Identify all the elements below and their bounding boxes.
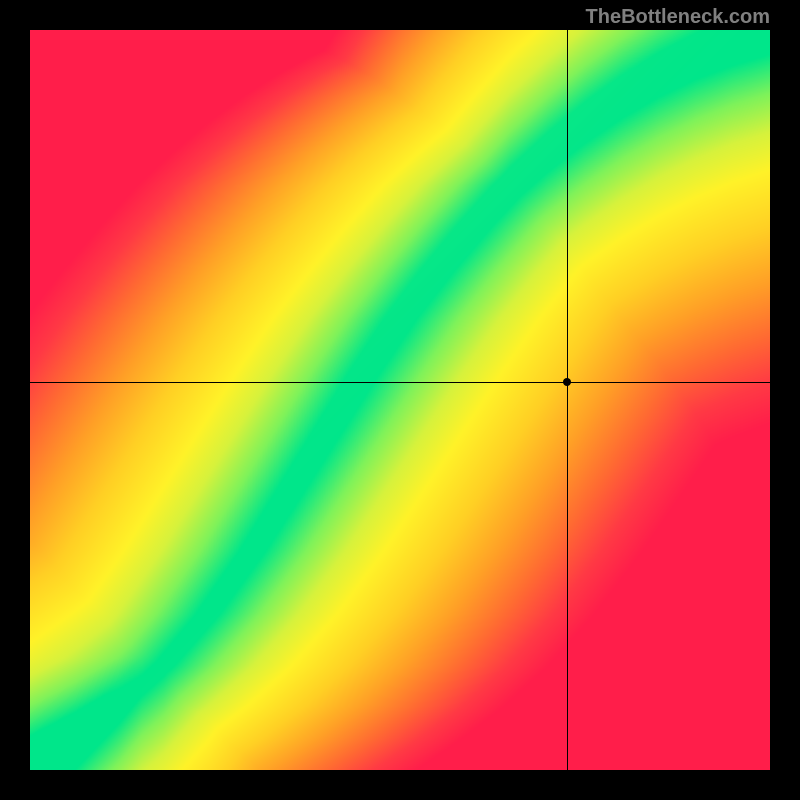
- bottleneck-heatmap: [30, 30, 770, 770]
- crosshair-vertical: [567, 30, 568, 770]
- watermark: TheBottleneck.com: [586, 6, 770, 29]
- selection-marker[interactable]: [563, 378, 571, 386]
- heatmap-canvas: [30, 30, 770, 770]
- crosshair-horizontal: [30, 382, 770, 383]
